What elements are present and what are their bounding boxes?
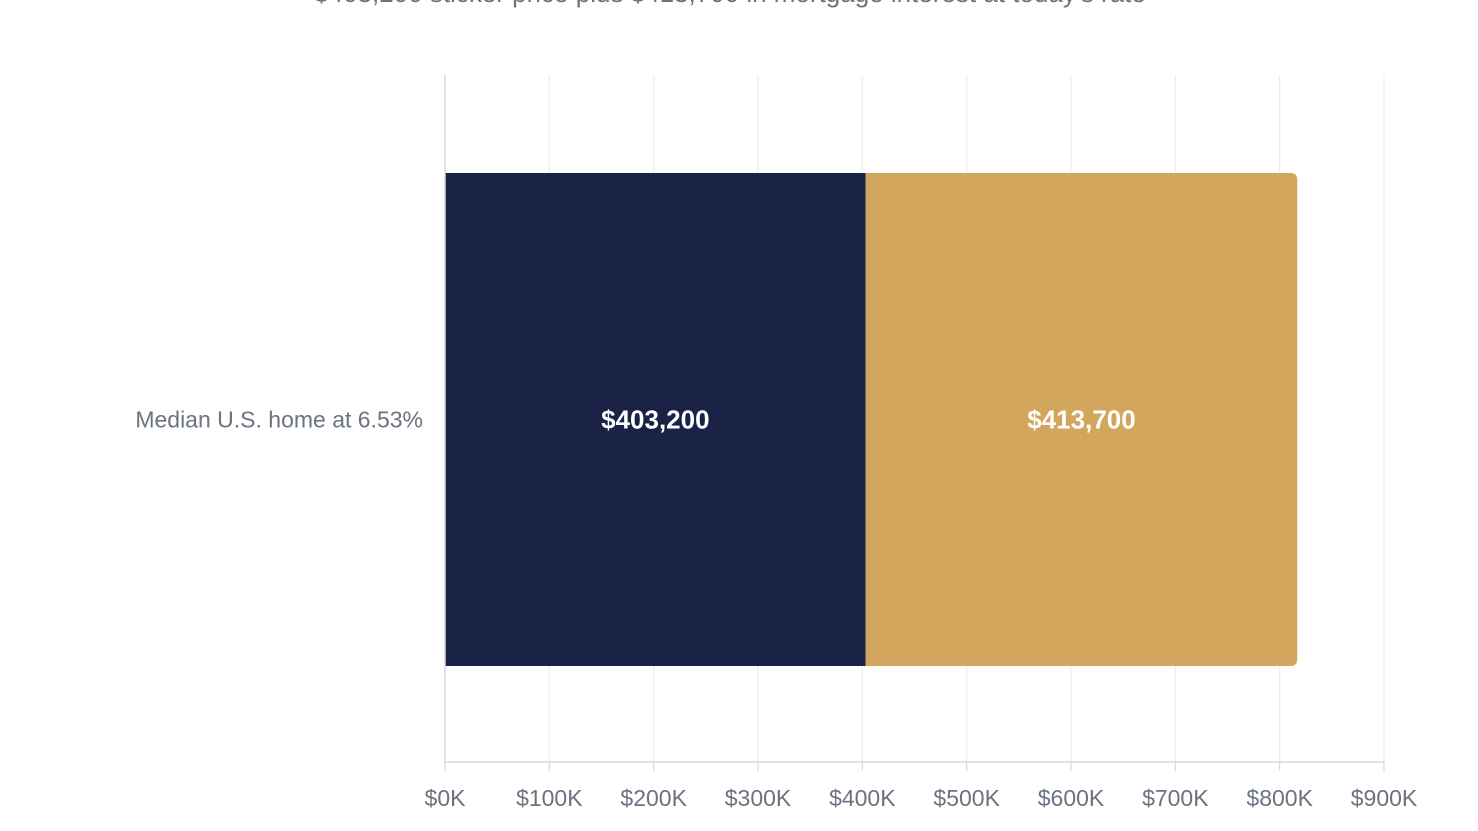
axes <box>444 75 1385 771</box>
x-tick-label: $600K <box>1038 785 1105 811</box>
bar-segment <box>445 173 866 666</box>
x-tick-label: $400K <box>829 785 896 811</box>
x-tick-label: $200K <box>620 785 687 811</box>
x-tick-label: $300K <box>725 785 792 811</box>
x-tick-label: $900K <box>1351 785 1418 811</box>
x-tick-label: $700K <box>1142 785 1209 811</box>
chart-subtitle: $403,200 sticker price plus $413,700 in … <box>0 0 1460 9</box>
bar-segment <box>865 173 1298 666</box>
bars <box>445 173 1298 666</box>
category-label: Median U.S. home at 6.53% <box>135 407 423 433</box>
x-tick-label: $100K <box>516 785 583 811</box>
data-label: $403,200 <box>601 405 709 435</box>
data-label: $413,700 <box>1027 405 1135 435</box>
x-tick-label: $800K <box>1246 785 1313 811</box>
x-tick-label: $500K <box>933 785 1000 811</box>
x-tick-label: $0K <box>425 785 467 811</box>
labels: $0K $100K $200K $300K $400K $500K $600K $700K $8… <box>135 405 1418 812</box>
